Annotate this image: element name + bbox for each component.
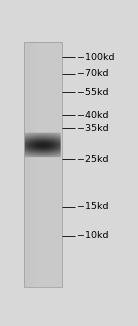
Bar — [24, 42, 62, 287]
Text: −25kd: −25kd — [77, 155, 109, 164]
Text: −10kd: −10kd — [77, 231, 109, 240]
Text: −55kd: −55kd — [77, 88, 109, 97]
Text: −40kd: −40kd — [77, 111, 109, 120]
Text: −70kd: −70kd — [77, 69, 109, 79]
Text: −35kd: −35kd — [77, 124, 109, 133]
Text: −100kd: −100kd — [77, 53, 115, 62]
Text: −15kd: −15kd — [77, 202, 109, 211]
